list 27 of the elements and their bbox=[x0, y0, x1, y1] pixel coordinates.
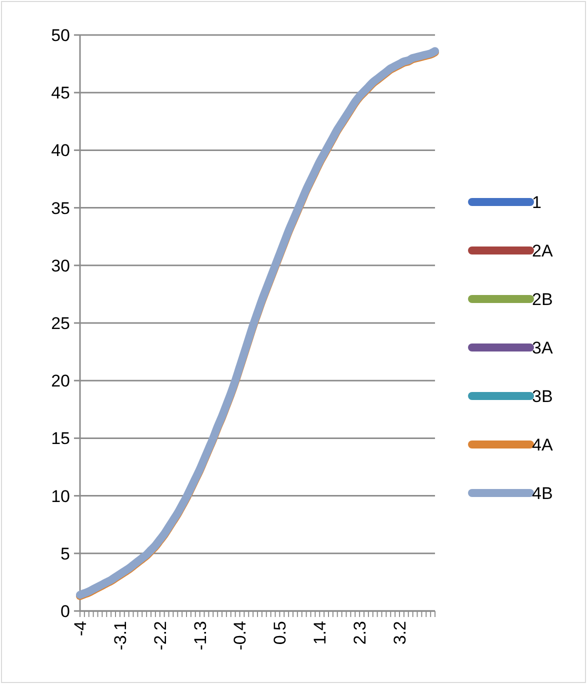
x-tick-label: 0.5 bbox=[270, 621, 290, 645]
y-tick-label: 5 bbox=[60, 544, 70, 564]
y-tick-label: 25 bbox=[51, 314, 70, 333]
x-tick-label: -4 bbox=[70, 621, 90, 636]
y-tick-label: 50 bbox=[51, 26, 70, 45]
y-tick-label: 10 bbox=[51, 486, 70, 506]
legend-label: 3B bbox=[532, 386, 553, 406]
x-tick-label: 1.4 bbox=[310, 621, 330, 645]
legend-label: 3A bbox=[532, 338, 554, 358]
y-tick-label: 0 bbox=[60, 602, 70, 621]
y-tick-label: 45 bbox=[51, 84, 70, 103]
legend-label: 1 bbox=[532, 192, 542, 212]
legend-label: 4B bbox=[532, 484, 553, 503]
legend-label: 2B bbox=[532, 290, 553, 309]
y-tick-label: 40 bbox=[51, 141, 70, 160]
legend-label: 4A bbox=[532, 435, 554, 454]
y-tick-label: 15 bbox=[51, 429, 70, 448]
legend-label: 2A bbox=[532, 241, 554, 260]
x-tick-label: -1.3 bbox=[190, 621, 210, 650]
y-tick-label: 35 bbox=[51, 198, 70, 218]
x-tick-label: -2.2 bbox=[150, 621, 170, 650]
x-tick-label: -0.4 bbox=[230, 621, 250, 650]
y-tick-label: 30 bbox=[51, 256, 70, 276]
y-tick-label: 20 bbox=[51, 372, 70, 391]
x-tick-label: 2.3 bbox=[350, 621, 370, 645]
x-tick-label: 3.2 bbox=[390, 621, 410, 645]
x-tick-label: -3.1 bbox=[110, 621, 130, 650]
